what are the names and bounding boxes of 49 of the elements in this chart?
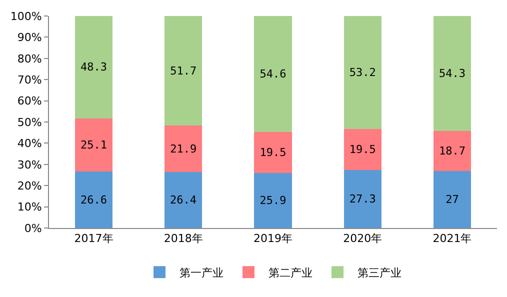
x-tick-label: 2018年 (164, 232, 203, 246)
data-label: 53.2 (349, 66, 376, 79)
y-tick-label: 80% (17, 52, 42, 66)
y-tick-label: 70% (17, 73, 42, 86)
legend-label: 第二产业 (268, 266, 312, 280)
data-label: 48.3 (80, 60, 108, 74)
bar (164, 126, 202, 172)
y-tick-label: 90% (17, 31, 42, 44)
y-tick-label: 50% (17, 116, 42, 129)
data-label: 27 (446, 192, 459, 206)
data-label: 25.9 (260, 194, 286, 208)
bar (74, 172, 113, 228)
x-tick-label: 2017年 (74, 232, 114, 246)
data-label: 19.5 (260, 146, 286, 159)
bar (433, 131, 472, 171)
legend-label: 第一产业 (180, 266, 224, 280)
data-label: 18.7 (438, 144, 466, 158)
data-label: 54.3 (438, 67, 466, 80)
data-label: 27.3 (349, 192, 376, 206)
y-tick-label: 100% (10, 10, 42, 23)
y-tick-label: 30% (17, 158, 42, 172)
bar (74, 118, 113, 172)
x-tick-label: 2021年 (432, 232, 472, 246)
bar (254, 173, 292, 228)
bar (164, 16, 202, 126)
bar (433, 170, 472, 228)
x-tick-label: 2020年 (343, 232, 382, 246)
y-tick-label: 60% (17, 94, 42, 108)
bar (433, 16, 472, 132)
bar (344, 170, 382, 228)
bar (344, 128, 382, 170)
x-tick-label: 2019年 (254, 232, 292, 246)
data-label: 21.9 (170, 142, 197, 156)
bar (254, 16, 292, 132)
y-tick-label: 0% (24, 222, 42, 235)
data-label: 19.5 (349, 142, 376, 156)
bar (164, 172, 202, 228)
bar (344, 16, 382, 129)
data-label: 26.4 (170, 194, 197, 207)
data-label: 54.6 (260, 67, 286, 80)
y-tick-label: 20% (17, 179, 42, 192)
y-tick-label: 10% (17, 200, 42, 214)
legend-label: 第三产业 (358, 266, 402, 280)
data-label: 51.7 (170, 64, 197, 78)
data-label: 26.6 (80, 193, 108, 206)
bar (254, 132, 292, 174)
bar (74, 16, 113, 118)
data-label: 25.1 (80, 138, 108, 152)
y-tick-label: 40% (17, 137, 42, 150)
